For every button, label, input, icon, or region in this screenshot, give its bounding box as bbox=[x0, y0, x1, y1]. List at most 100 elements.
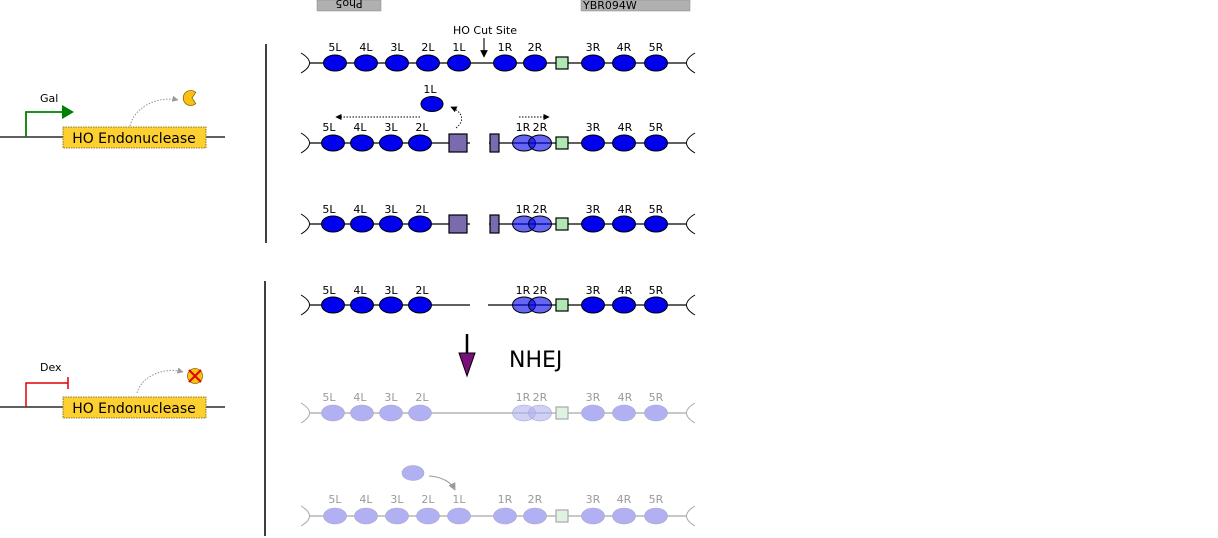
nucleosome bbox=[447, 54, 471, 72]
nucleosome bbox=[528, 296, 552, 314]
nucleosome-label: 1R bbox=[516, 284, 531, 297]
chromatin-row-broken: 5L 4L 3L 2L 1R 2R 3R 4R 5R bbox=[300, 284, 696, 316]
returning-nucleosome bbox=[401, 465, 425, 481]
nucleosome-label: 1R bbox=[498, 41, 513, 54]
nucleosome-label: 1R bbox=[516, 203, 531, 216]
nucleosome bbox=[379, 134, 403, 152]
nucleosome-label: 1R bbox=[498, 493, 513, 506]
nucleosome bbox=[581, 54, 605, 72]
nucleosome bbox=[523, 507, 547, 525]
nucleosome bbox=[379, 215, 403, 233]
dex-promoter-construct: Dex HO Endonuclease bbox=[0, 361, 225, 419]
nucleosome bbox=[644, 296, 668, 314]
nucleosome-label: 4L bbox=[353, 391, 367, 404]
nhej-arrow-icon bbox=[458, 352, 476, 378]
nucleosome-label: 5R bbox=[649, 391, 664, 404]
nucleosome bbox=[385, 507, 409, 525]
nucleosome-label: 3R bbox=[586, 493, 601, 506]
nucleosome-label: 5L bbox=[328, 493, 342, 506]
nucleosome bbox=[612, 54, 636, 72]
nucleosome bbox=[644, 404, 668, 422]
nucleosome-label: 3R bbox=[586, 121, 601, 134]
nucleosome bbox=[581, 404, 605, 422]
nucleosome-label: 3L bbox=[390, 493, 404, 506]
nucleosome-label: 5R bbox=[649, 203, 664, 216]
pacman-enzyme-icon bbox=[182, 90, 197, 106]
nucleosome bbox=[379, 296, 403, 314]
chromatin-row-intact: HO Cut Site 5L 4L 3L 2L 1L 1R 2R 3R 4R 5R bbox=[300, 24, 696, 74]
nucleosome bbox=[523, 54, 547, 72]
nhej-arrow: NHEJ bbox=[458, 334, 562, 378]
nucleosome-label: 5L bbox=[322, 284, 336, 297]
top-bar-left-label: Pho5 bbox=[335, 0, 362, 10]
nucleosome bbox=[321, 296, 345, 314]
nucleosome bbox=[408, 215, 432, 233]
nucleosome-label: 3L bbox=[384, 391, 398, 404]
nucleosome bbox=[350, 404, 374, 422]
nucleosome-label: 1R bbox=[516, 391, 531, 404]
nucleosome-label: 4L bbox=[353, 121, 367, 134]
nucleosome bbox=[493, 507, 517, 525]
nucleosome-label: 1L bbox=[452, 493, 466, 506]
nucleosome bbox=[416, 507, 440, 525]
nucleosome bbox=[528, 134, 552, 152]
nucleosome bbox=[408, 134, 432, 152]
nucleosome-label: 2L bbox=[415, 121, 429, 134]
nucleosome bbox=[408, 404, 432, 422]
nucleosome-label: 3R bbox=[586, 284, 601, 297]
nucleosome bbox=[581, 134, 605, 152]
nucleosome-label: 1L bbox=[452, 41, 466, 54]
nucleosome-label: 4R bbox=[617, 41, 632, 54]
released-nucleosome-label: 1L bbox=[423, 83, 437, 96]
nucleosome bbox=[385, 54, 409, 72]
nucleosome bbox=[644, 134, 668, 152]
nucleosome-label: 3L bbox=[390, 41, 404, 54]
nucleosome-label: 2L bbox=[421, 493, 435, 506]
nucleosome-label: 3L bbox=[384, 284, 398, 297]
nucleosome-label: 5R bbox=[649, 121, 664, 134]
nucleosome-label: 4R bbox=[618, 391, 633, 404]
nucleosome bbox=[447, 507, 471, 525]
nucleosome bbox=[350, 215, 374, 233]
nucleosome-label: 3R bbox=[586, 41, 601, 54]
nucleosome bbox=[644, 215, 668, 233]
nhej-label: NHEJ bbox=[509, 348, 562, 373]
nucleosome-label: 5L bbox=[328, 41, 342, 54]
chromatin-row-restored-faded: 5L 4L 3L 2L 1L 1R 2R 3R 4R 5R bbox=[300, 465, 696, 527]
nucleosome-label: 5L bbox=[322, 391, 336, 404]
nucleosome bbox=[528, 215, 552, 233]
inhibited-enzyme-icon bbox=[187, 368, 203, 384]
nucleosome-label: 4L bbox=[353, 284, 367, 297]
nucleosome-label: 4L bbox=[359, 41, 373, 54]
nucleosome-label: 1R bbox=[516, 121, 531, 134]
gal-label: Gal bbox=[40, 92, 58, 105]
top-bar-right-label: YBR094W bbox=[582, 0, 637, 12]
break-end-square-right bbox=[489, 133, 500, 153]
nucleosome-label: 2R bbox=[533, 203, 548, 216]
cut-site-label: HO Cut Site bbox=[453, 24, 517, 37]
nucleosome-label: 2R bbox=[528, 493, 543, 506]
gal-promoter-construct: Gal HO Endonuclease bbox=[0, 90, 225, 149]
nucleosome bbox=[323, 54, 347, 72]
nucleosome-label: 2R bbox=[533, 121, 548, 134]
gal-gene-label: HO Endonuclease bbox=[72, 131, 196, 147]
nucleosome bbox=[321, 215, 345, 233]
nucleosome bbox=[612, 507, 636, 525]
break-end-square-left bbox=[448, 133, 468, 153]
nucleosome bbox=[581, 507, 605, 525]
nucleosome bbox=[350, 296, 374, 314]
nucleosome bbox=[321, 404, 345, 422]
nucleosome bbox=[612, 134, 636, 152]
nucleosome bbox=[416, 54, 440, 72]
nucleosome-label: 2R bbox=[533, 391, 548, 404]
nucleosome bbox=[644, 507, 668, 525]
nucleosome-label: 2R bbox=[533, 284, 548, 297]
nucleosome-label: 5L bbox=[322, 203, 336, 216]
nucleosome-label: 3R bbox=[586, 203, 601, 216]
nucleosome-label: 4R bbox=[618, 203, 633, 216]
nucleosome bbox=[408, 296, 432, 314]
return-arrow-icon bbox=[428, 475, 456, 491]
nucleosome bbox=[528, 404, 552, 422]
top-bar-left: Pho5 bbox=[316, 0, 382, 12]
nucleosome bbox=[354, 54, 378, 72]
